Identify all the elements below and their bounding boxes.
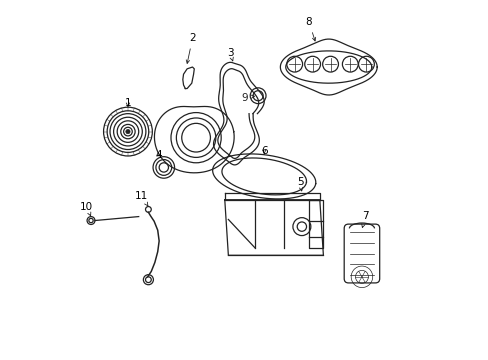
Text: 9: 9	[241, 93, 254, 103]
Text: 4: 4	[155, 150, 162, 160]
Text: 1: 1	[124, 98, 131, 108]
Text: 6: 6	[261, 146, 267, 156]
Text: 3: 3	[226, 48, 233, 61]
Text: 2: 2	[186, 33, 195, 63]
Text: 11: 11	[134, 191, 148, 206]
Text: 8: 8	[305, 17, 315, 41]
Text: 7: 7	[361, 211, 368, 228]
Text: 5: 5	[296, 177, 303, 191]
Circle shape	[125, 130, 130, 134]
Text: 10: 10	[80, 202, 93, 216]
